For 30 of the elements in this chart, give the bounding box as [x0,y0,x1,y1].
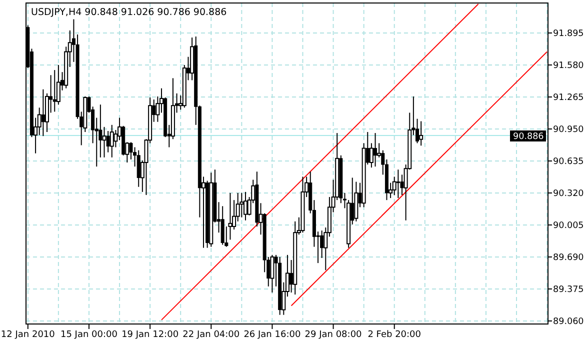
y-tick-label: 90.635 [553,157,584,168]
ref-line-label: 90.886 [513,132,544,142]
candlestick [374,132,378,168]
x-tick-label: 15 Jan 00:00 [60,330,118,340]
candlestick [41,88,45,137]
x-tick-label: 29 Jan 08:00 [304,330,362,340]
y-tick-label: 91.265 [553,93,584,104]
x-tick-label: 19 Jan 12:00 [122,330,179,340]
text: USDJPY,H4 90.848 91.026 90.786 90.886 [31,7,227,18]
candlestick [396,169,400,199]
x-tick-label: 12 Jan 2010 [0,330,56,340]
x-tick-label: 2 Feb 20:00 [368,330,422,340]
x-tick-label: 26 Jan 16:00 [244,330,301,340]
candlestick [110,124,114,158]
y-tick-label: 91.580 [553,61,584,72]
candlestick [102,126,106,158]
candlestick [270,254,274,294]
y-tick-label: 89.060 [553,317,584,328]
y-tick-label: 89.690 [553,253,584,264]
y-tick-label: 89.375 [553,285,584,296]
x-tick-label: 22 Jan 04:00 [182,330,240,340]
y-tick-label: 90.320 [553,189,584,200]
y-tick-label: 90.005 [553,221,584,232]
candlestick [240,192,244,218]
candlestick [52,70,56,112]
y-tick-label: 91.895 [553,29,584,40]
candlestick [419,120,424,146]
candlestick [220,206,224,246]
y-tick-label: 90.950 [553,125,584,136]
candlestick [243,191,248,221]
